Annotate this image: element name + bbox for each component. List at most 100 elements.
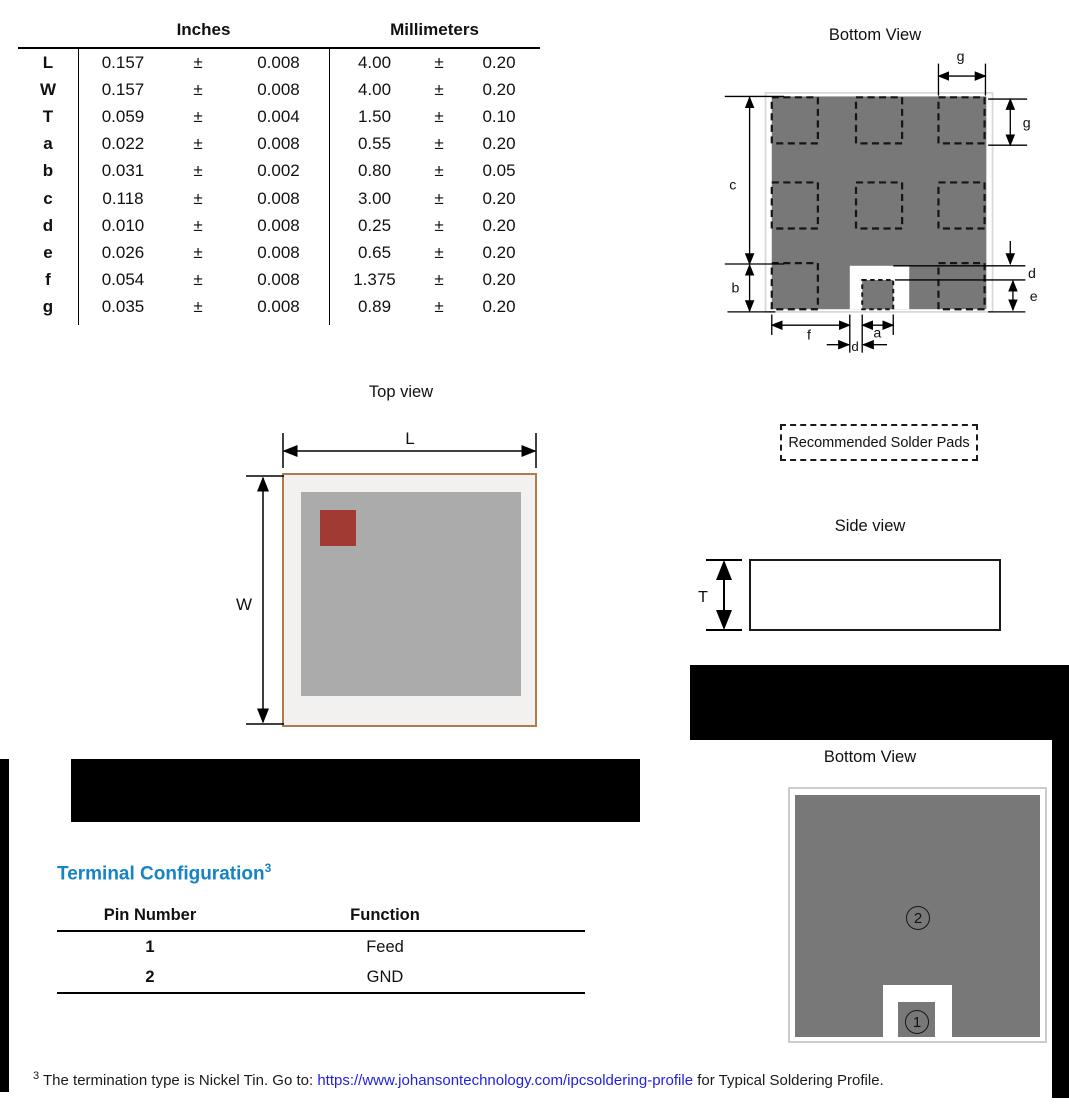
plus-minus: ± (434, 106, 444, 126)
dim-mm-value: 0.25 (357, 215, 392, 235)
dimension-lines (724, 63, 1028, 353)
dim-mm-value: 0.65 (357, 242, 392, 262)
dim-mm-value: 4.00 (357, 79, 392, 99)
plus-minus: ± (434, 52, 444, 72)
dim-header-inches: Inches (176, 19, 231, 39)
dim-inch-tolerance: 0.008 (257, 297, 300, 317)
solder-pad (770, 262, 819, 311)
dim-inch-tolerance: 0.004 (257, 106, 300, 126)
legend-label: Recommended Solder Pads (788, 434, 970, 451)
redaction-bar (690, 665, 1069, 740)
dim-inch-tolerance: 0.008 (257, 134, 300, 154)
top-view-diagram: L W (236, 429, 537, 727)
dim-mm-tolerance: 0.20 (482, 297, 516, 317)
soldering-profile-link[interactable]: https://www.johansontechnology.com/ipcso… (317, 1072, 694, 1089)
dim-inch-tolerance: 0.008 (257, 79, 300, 99)
dim-label: g (42, 297, 54, 317)
dim-inch-tolerance: 0.008 (257, 270, 300, 290)
pin-table-header: Pin Number Function (57, 901, 585, 932)
dim-row: f 0.054 ±0.008 1.375 ±0.20 (18, 267, 540, 294)
solder-pad (937, 181, 986, 230)
dim-label-T: T (698, 589, 708, 606)
heading-footnote-ref: 3 (264, 861, 272, 875)
dim-label: c (43, 188, 53, 208)
dim-label-a: a (873, 326, 881, 342)
dim-label-f: f (807, 327, 811, 343)
pin-1-marker: 1 (905, 1010, 929, 1034)
dim-inch-tolerance: 0.008 (257, 242, 300, 262)
dim-inch-value: 0.059 (101, 106, 145, 126)
redaction-bar (71, 759, 640, 822)
dim-inch-value: 0.035 (101, 297, 145, 317)
footnote-text: for Typical Soldering Profile. (693, 1072, 884, 1089)
plus-minus: ± (193, 52, 203, 72)
dim-inch-tolerance: 0.002 (257, 161, 300, 181)
dim-label: e (43, 242, 53, 262)
solder-pad-feed (861, 278, 895, 311)
dim-inch-value: 0.118 (102, 188, 144, 208)
dim-mm-value: 4.00 (357, 52, 392, 72)
top-view-title: Top view (368, 383, 434, 401)
dimension-lines (246, 433, 537, 725)
solder-pad (770, 96, 819, 145)
dim-inch-value: 0.054 (101, 270, 145, 290)
plus-minus: ± (434, 161, 444, 181)
dim-label: d (42, 215, 54, 235)
plus-minus: ± (193, 242, 203, 262)
plus-minus: ± (434, 242, 444, 262)
dim-label-g-top: g (957, 49, 965, 65)
dim-mm-value: 1.375 (353, 270, 396, 290)
dim-inch-value: 0.157 (101, 79, 145, 99)
dim-inch-tolerance: 0.008 (257, 188, 300, 208)
dim-inch-tolerance: 0.008 (257, 215, 300, 235)
plus-minus: ± (434, 134, 444, 154)
dim-row: g 0.035 ±0.008 0.89 ±0.20 (18, 294, 540, 321)
plus-minus: ± (434, 270, 444, 290)
dim-label: T (42, 106, 54, 126)
dimension-lines (706, 559, 742, 631)
pin-table-rows: 1 Feed 2 GND (57, 932, 585, 994)
pin-function-table: Pin Number Function 1 Feed 2 GND (57, 901, 585, 994)
dim-mm-tolerance: 0.05 (482, 161, 516, 181)
dim-inch-value: 0.157 (101, 52, 145, 72)
dim-label-d-bottom: d (851, 339, 858, 354)
dim-inch-value: 0.026 (101, 242, 145, 262)
footnote-ref: 3 (33, 1070, 40, 1082)
dim-mm-tolerance: 0.20 (482, 52, 516, 72)
plus-minus: ± (193, 161, 203, 181)
pin-1-number: 1 (912, 1013, 922, 1031)
footnote: 3 The termination type is Nickel Tin. Go… (33, 1070, 1043, 1089)
solder-pad (770, 181, 819, 230)
dim-label-c: c (729, 178, 736, 194)
dim-inch-value: 0.010 (101, 215, 145, 235)
table-divider-line (78, 49, 79, 325)
chip-side-profile (749, 559, 1001, 631)
dim-label: b (42, 161, 54, 181)
dim-mm-value: 0.55 (357, 134, 392, 154)
pin-row: 1 Feed (57, 932, 585, 962)
dim-mm-value: 0.89 (357, 297, 392, 317)
heading-text: Terminal Configuration (57, 863, 265, 885)
dim-row: T 0.059 ±0.004 1.50 ±0.10 (18, 103, 540, 130)
plus-minus: ± (193, 297, 203, 317)
plus-minus: ± (193, 134, 203, 154)
plus-minus: ± (193, 270, 203, 290)
pin-number-cell: 2 (145, 967, 155, 986)
dimensions-table: Inches Millimeters L 0.157 ±0.008 4.00 ±0.20… (18, 12, 540, 325)
plus-minus: ± (193, 188, 203, 208)
pin-row: 2 GND (57, 962, 585, 992)
redaction-bar (0, 759, 9, 1092)
dim-label: a (43, 134, 53, 154)
dim-label: f (45, 270, 51, 290)
plus-minus: ± (193, 215, 203, 235)
bottom-view-solder-diagram: g g c b d e f a d (724, 49, 1038, 354)
bottom-view-pins-title: Bottom View (823, 748, 917, 766)
dim-mm-tolerance: 0.20 (482, 215, 516, 235)
plus-minus: ± (434, 297, 444, 317)
dimensions-table-header: Inches Millimeters (18, 12, 540, 49)
dim-row: d 0.010 ±0.008 0.25 ±0.20 (18, 212, 540, 239)
dim-row: b 0.031 ±0.002 0.80 ±0.05 (18, 158, 540, 185)
dimensions-table-body: L 0.157 ±0.008 4.00 ±0.20 W 0.157 ±0.008 4.00 ±0.… (18, 49, 540, 325)
dim-row: L 0.157 ±0.008 4.00 ±0.20 (18, 49, 540, 76)
dim-header-millimeters: Millimeters (390, 19, 479, 39)
